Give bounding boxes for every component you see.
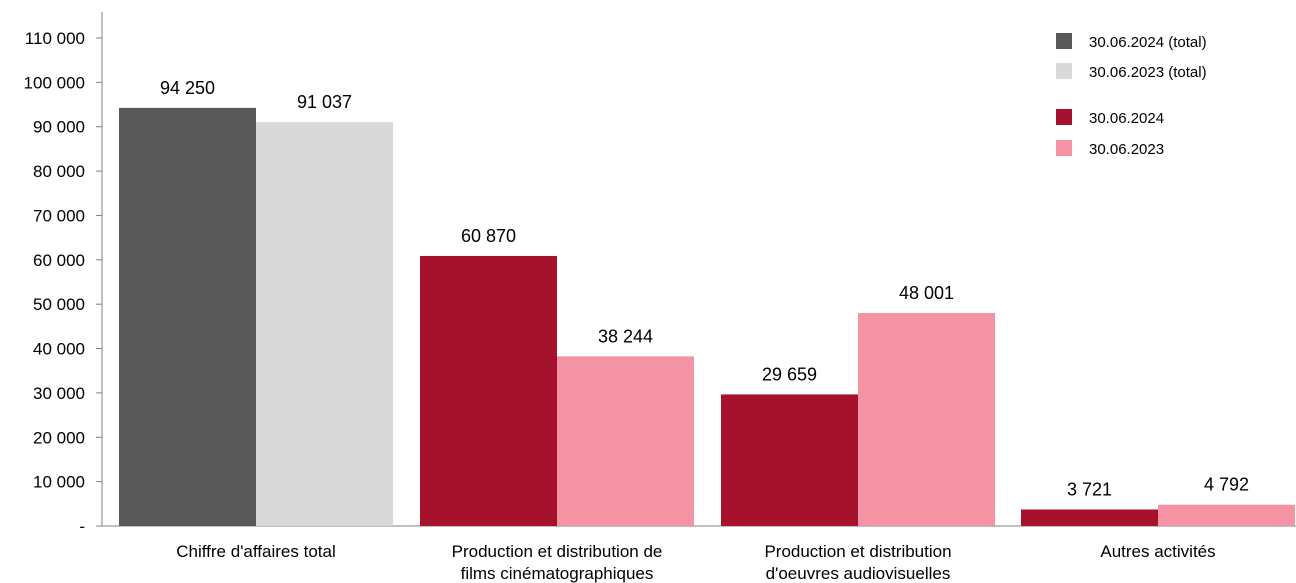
y-tick-label: 10 000: [33, 473, 85, 492]
bar: [721, 394, 858, 526]
x-category-label: Production et distribution d'oeuvres audi…: [764, 542, 951, 583]
y-tick-label: 80 000: [33, 162, 85, 181]
bar: [256, 122, 393, 526]
bar-value-label: 3 721: [1067, 479, 1112, 499]
bar-value-label: 94 250: [160, 78, 215, 98]
x-category-label: Production et distribution de films ciném…: [452, 542, 663, 583]
legend-label: 30.06.2023 (total): [1089, 64, 1207, 81]
y-tick-label: 40 000: [33, 340, 85, 359]
bar-value-label: 48 001: [899, 283, 954, 303]
bar: [119, 107, 256, 526]
chart-data-labels: 94 250 91 037 60 870 38 244 29 659 48 001 3 72…: [160, 78, 1249, 500]
bar: [420, 255, 557, 526]
bar: [858, 313, 995, 526]
y-tick-label: 60 000: [33, 251, 85, 270]
chart-bars: [119, 107, 1295, 526]
bar: [1158, 504, 1295, 526]
legend-label: 30.06.2024 (total): [1089, 34, 1207, 51]
bar: [1021, 509, 1158, 526]
chart-legend: 30.06.2024 (total) 30.06.2023 (total) 30.0…: [1056, 33, 1207, 158]
y-tick-label: 20 000: [33, 428, 85, 447]
legend-swatch: [1056, 140, 1072, 156]
y-tick-label: 30 000: [33, 384, 85, 403]
x-category-label: Autres activités: [1100, 542, 1215, 561]
y-tick-label: 90 000: [33, 118, 85, 137]
legend-swatch: [1056, 109, 1072, 125]
y-tick-label: 100 000: [24, 73, 85, 92]
bar-value-label: 91 037: [297, 92, 352, 112]
legend-swatch: [1056, 63, 1072, 79]
legend-label: 30.06.2024: [1089, 110, 1164, 127]
bar-value-label: 29 659: [762, 364, 817, 384]
bar: [557, 356, 694, 526]
legend-swatch: [1056, 33, 1072, 49]
bar-value-label: 4 792: [1204, 475, 1249, 495]
chart-axes: - 10 000 20 000 30 000 40 000 50 000 60 000 70 …: [24, 12, 1296, 583]
legend-label: 30.06.2023: [1089, 141, 1164, 158]
y-tick-label: 110 000: [25, 29, 85, 48]
x-category-label: Chiffre d'affaires total: [176, 542, 335, 561]
bar-value-label: 60 870: [461, 226, 516, 246]
y-tick-label: 70 000: [33, 206, 85, 225]
y-tick-label: -: [79, 517, 85, 536]
bar-value-label: 38 244: [598, 326, 653, 346]
y-tick-label: 50 000: [33, 295, 85, 314]
